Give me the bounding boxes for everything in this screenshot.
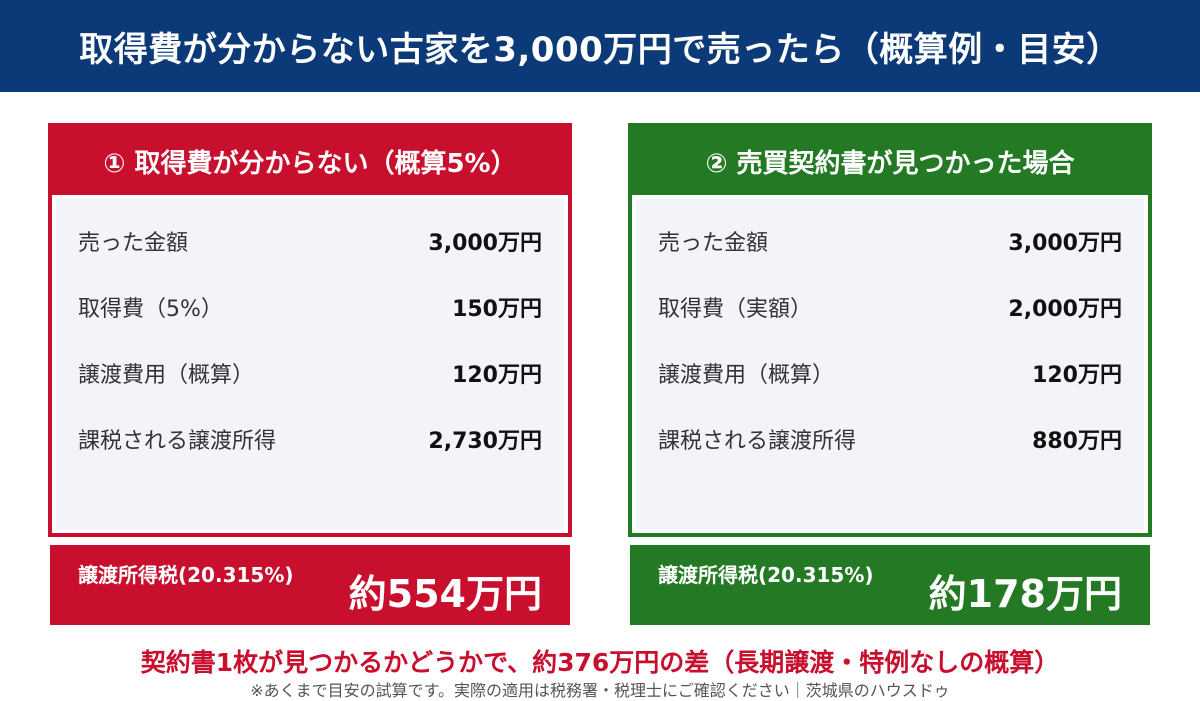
disclaimer-note: ※あくまで目安の試算です。実際の適用は税務署・税理士にご確認ください｜茨城県のハ… xyxy=(250,681,950,700)
tax-value: 約178万円 xyxy=(928,572,1122,616)
panel-body: 売った金額 3,000万円 取得費（5%） 150万円 譲渡費用（概算） 120… xyxy=(56,199,564,529)
row-label: 売った金額 xyxy=(78,231,189,256)
panel-heading-unknown-cost: ① 取得費が分からない（概算5%） xyxy=(52,127,568,195)
row-label: 売った金額 xyxy=(658,231,769,256)
row-label: 取得費（実額） xyxy=(658,297,813,322)
row-label: 取得費（5%） xyxy=(78,297,223,322)
row-transfer-expenses: 譲渡費用（概算） 120万円 xyxy=(658,353,1122,393)
row-value: 2,000万円 xyxy=(1008,297,1122,322)
row-transfer-expenses: 譲渡費用（概算） 120万円 xyxy=(78,353,542,393)
tax-label: 譲渡所得税(20.315%) xyxy=(658,563,874,587)
row-value: 120万円 xyxy=(1032,363,1122,388)
page-title: 取得費が分からない古家を3,000万円で売ったら（概算例・目安） xyxy=(0,0,1200,92)
row-label: 譲渡費用（概算） xyxy=(658,363,835,388)
row-taxable-income: 課税される譲渡所得 880万円 xyxy=(658,419,1122,459)
tax-value: 約554万円 xyxy=(348,572,542,616)
row-sale-amount: 売った金額 3,000万円 xyxy=(78,221,542,261)
row-value: 2,730万円 xyxy=(428,429,542,454)
panel-heading-contract-found: ② 売買契約書が見つかった場合 xyxy=(632,127,1148,195)
row-value: 3,000万円 xyxy=(428,231,542,256)
row-acquisition-cost: 取得費（5%） 150万円 xyxy=(78,287,542,327)
row-acquisition-cost: 取得費（実額） 2,000万円 xyxy=(658,287,1122,327)
panel-unknown-cost: ① 取得費が分からない（概算5%） 売った金額 3,000万円 取得費（5%） … xyxy=(48,123,572,537)
panel-contract-found: ② 売買契約書が見つかった場合 売った金額 3,000万円 取得費（実額） 2,… xyxy=(628,123,1152,537)
panel-body: 売った金額 3,000万円 取得費（実額） 2,000万円 譲渡費用（概算） 1… xyxy=(636,199,1144,529)
row-taxable-income: 課税される譲渡所得 2,730万円 xyxy=(78,419,542,459)
row-value: 120万円 xyxy=(452,363,542,388)
tax-result-contract-found: 譲渡所得税(20.315%) 約178万円 xyxy=(630,545,1150,625)
row-value: 880万円 xyxy=(1032,429,1122,454)
tax-result-unknown-cost: 譲渡所得税(20.315%) 約554万円 xyxy=(50,545,570,625)
summary-text: 契約書1枚が見つかるかどうかで、約376万円の差（長期譲渡・特例なしの概算） xyxy=(140,648,1060,677)
row-value: 150万円 xyxy=(452,297,542,322)
row-label: 譲渡費用（概算） xyxy=(78,363,255,388)
row-sale-amount: 売った金額 3,000万円 xyxy=(658,221,1122,261)
row-label: 課税される譲渡所得 xyxy=(658,429,857,454)
tax-label: 譲渡所得税(20.315%) xyxy=(78,563,294,587)
row-label: 課税される譲渡所得 xyxy=(78,429,277,454)
row-value: 3,000万円 xyxy=(1008,231,1122,256)
